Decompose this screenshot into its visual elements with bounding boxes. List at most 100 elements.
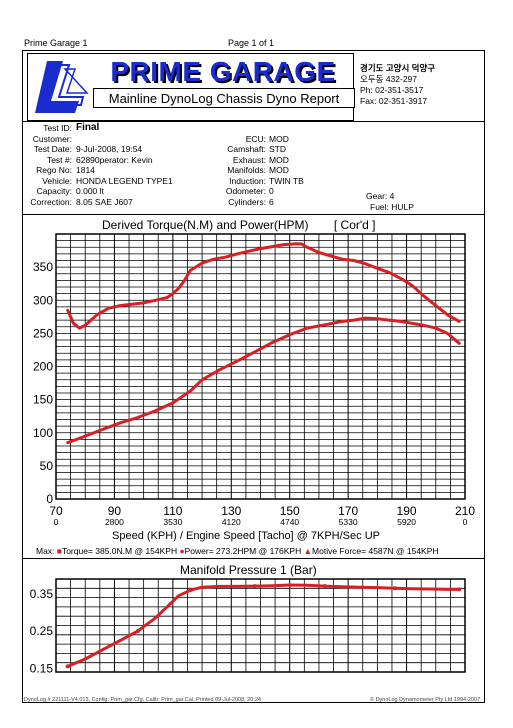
motive-marker-icon: ▲ <box>303 546 313 556</box>
camshaft-label: Camshaft: <box>227 144 266 154</box>
test-no-value: 62890perator: Kevin <box>76 154 153 165</box>
manifold-chart-series-0-point <box>188 588 193 593</box>
torque-chart-y-tick-label: 100 <box>33 426 53 440</box>
contact-block: 경기도 고양시 덕양구 오두동 432-297 Ph: 02-351-3517 … <box>360 63 435 107</box>
torque-chart-rpm-tick-label: 4740 <box>280 517 299 527</box>
torque-chart-y-tick-label: 150 <box>33 393 53 407</box>
test-no-label: Test #: <box>46 154 72 165</box>
torque-chart-y-tick-label: 200 <box>33 360 53 374</box>
torque-chart-y-tick-label: 300 <box>33 293 53 307</box>
torque-chart-x-tick-label: 210 <box>455 504 475 518</box>
odometer-label: Odometer: <box>225 186 266 196</box>
fuel-field: Fuel: HULP <box>370 202 414 213</box>
phone: Ph: 02-351-3517 <box>360 85 424 95</box>
address-line-1: 경기도 고양시 덕양구 <box>360 63 436 73</box>
vehicle-value: HONDA LEGEND TYPE1 <box>76 175 173 186</box>
date-value: 9-Jul-2008, 19:54 <box>76 144 143 154</box>
manifold-chart-series-0-point <box>392 586 397 591</box>
torque-chart-rpm-tick-label: 5330 <box>339 517 358 527</box>
cylinders-label: Cylinders: <box>228 196 266 207</box>
page-header-left: Prime Garage 1 <box>24 38 88 48</box>
date-label: Test Date: <box>33 144 72 154</box>
address-line-2: 오두동 432-297 <box>360 74 418 84</box>
torque-chart-y-tick-label: 0 <box>46 492 53 506</box>
info-left-values: Final 9-Jul-2008, 19:54 62890perator: Ke… <box>76 122 173 207</box>
manifold-chart-y-tick-label: 0.35 <box>30 587 54 601</box>
torque-chart-x-tick-label: 190 <box>397 504 417 518</box>
torque-chart-y-tick-label: 250 <box>33 326 53 340</box>
max-summary: Max: ■Torque= 385.0N.M @ 154KPH ●Power= … <box>36 546 439 556</box>
gear-value: 4 <box>389 191 395 201</box>
exhaust-value: MOD <box>269 154 289 165</box>
page-number: Page 1 of 1 <box>228 38 275 48</box>
report-frame <box>22 50 485 703</box>
torque-chart-x-tick-label: 150 <box>280 504 300 518</box>
torque-chart-rpm-tick-label: 4120 <box>222 517 241 527</box>
info-left-labels: Test ID: Customer: Test Date: Test #: Re… <box>22 123 72 207</box>
torque-chart-x-tick-label: 110 <box>163 504 182 518</box>
torque-chart-plot-border <box>55 233 466 500</box>
manifolds-label: Manifolds: <box>227 165 266 175</box>
power-marker-icon: ● <box>179 546 185 556</box>
manifold-chart-series-0-point <box>135 629 140 634</box>
torque-chart-rpm-tick-label: 3530 <box>163 517 182 527</box>
brand-name: PRIME GARAGE <box>110 56 336 87</box>
fax: Fax: 02-351-3917 <box>360 96 428 106</box>
gear-field: Gear: 4 <box>366 191 394 202</box>
torque-chart-rpm-tick-label: 2800 <box>105 517 124 527</box>
capacity-label: Capacity: <box>36 186 72 196</box>
max-prefix: Max: <box>36 546 55 556</box>
rego-label: Rego No: <box>36 165 72 175</box>
torque-chart-series-1-line <box>66 316 461 445</box>
torque-chart-rpm-tick-label: 0 <box>54 517 59 527</box>
manifold-chart-series-0-point <box>322 584 327 589</box>
report-subtitle: Mainline DynoLog Chassis Dyno Report <box>93 88 355 108</box>
torque-chart-suffix: [ Cor'd ] <box>333 218 376 232</box>
info-mid-values: MOD STD MOD MOD TWIN TB 0 6 <box>269 134 304 208</box>
manifold-chart-y-tick-label: 0.15 <box>30 661 54 675</box>
torque-chart-x-tick-label: 170 <box>338 504 358 518</box>
manifold-chart-series-0-point <box>65 664 70 669</box>
max-motive: Motive Force= 4587N @ 154KPH <box>312 546 439 556</box>
torque-chart-y-tick-label: 350 <box>33 260 53 274</box>
manifold-chart-series-0-point <box>457 587 462 592</box>
stylized-L-logo-icon <box>29 55 91 119</box>
ecu-label: ECU: <box>245 133 266 144</box>
fuel-value: HULP <box>391 201 414 212</box>
capacity-value: 0.000 lt <box>76 186 104 196</box>
torque-chart-series-0-line <box>66 242 461 330</box>
footer-left: DynoLog # 221111-V4.013, Config: Prim_ga… <box>24 697 261 703</box>
chart-divider <box>22 558 485 559</box>
torque-chart-rpm-tick-label: 0 <box>463 517 468 527</box>
torque-marker-icon: ■ <box>56 546 62 556</box>
correction-label: Correction: <box>30 196 72 207</box>
vehicle-label: Vehicle: <box>42 175 72 186</box>
max-torque: Torque= 385.0N.M @ 154KPH <box>61 546 178 556</box>
torque-chart-x-tick-label: 70 <box>49 504 63 518</box>
exhaust-label: Exhaust: <box>232 154 266 165</box>
header-divider <box>22 121 485 122</box>
ecu-value: MOD <box>269 133 289 144</box>
torque-chart-x-tick-label: 90 <box>108 504 122 518</box>
manifold-chart-y-tick-label: 0.25 <box>30 624 54 638</box>
max-power: Power= 273.2HPM @ 176KPH <box>184 546 302 556</box>
customer-label: Customer: <box>32 133 72 144</box>
torque-chart-title: Derived Torque(N.M) and Power(HPM) [ Cor… <box>102 218 376 232</box>
test-id-label: Test ID: <box>43 123 72 133</box>
manifold-chart-title: Manifold Pressure 1 (Bar) <box>180 563 317 577</box>
test-id-value: Final <box>76 122 100 133</box>
odometer-value: 0 <box>269 186 274 196</box>
torque-chart-title-text: Derived Torque(N.M) and Power(HPM) <box>102 218 309 232</box>
gear-label: Gear: <box>366 191 388 201</box>
manifold-chart-series-0-point <box>252 584 257 589</box>
logo-box <box>27 53 354 121</box>
induction-value: TWIN TB <box>269 175 304 186</box>
info-divider <box>22 214 485 215</box>
fuel-label: Fuel: <box>370 201 389 212</box>
torque-chart-y-tick-label: 50 <box>40 459 54 473</box>
camshaft-value: STD <box>269 144 286 154</box>
manifolds-value: MOD <box>269 165 289 175</box>
torque-chart-rpm-tick-label: 5920 <box>397 517 416 527</box>
footer-right: © DynoLog Dynamometer Pty Ltd 1994-2007 <box>370 697 481 703</box>
